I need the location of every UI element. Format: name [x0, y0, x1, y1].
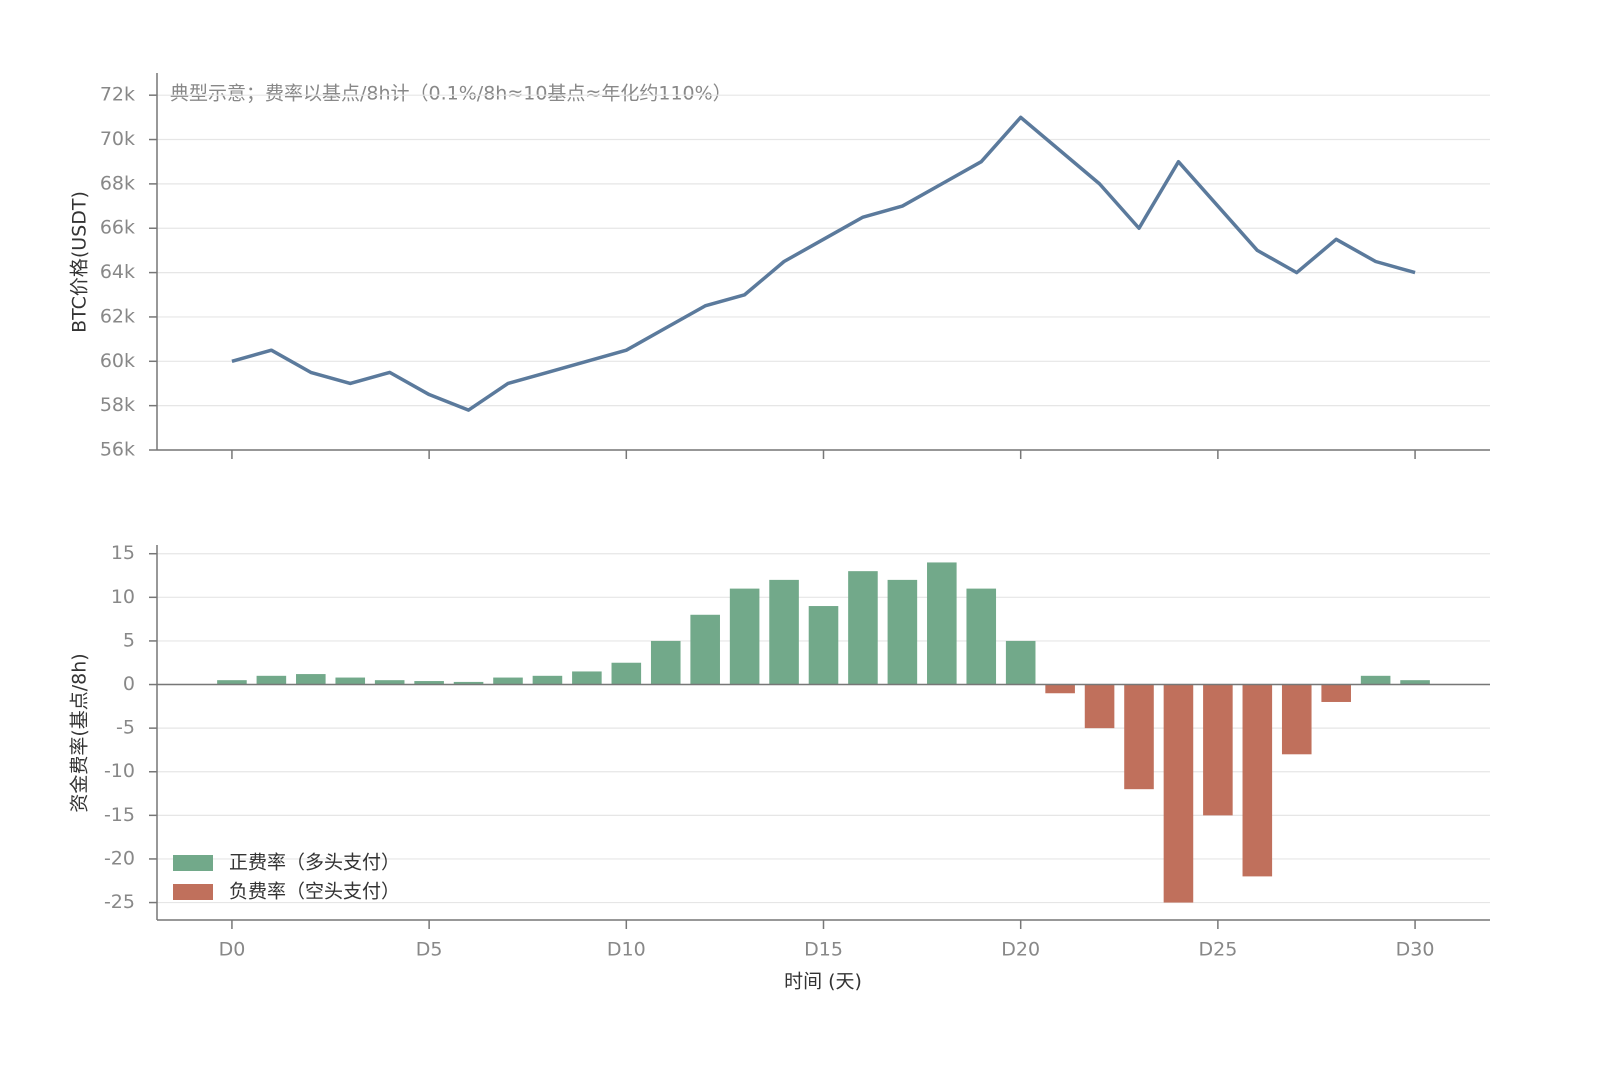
funding-bar [1281, 684, 1312, 755]
y-tick-label: 60k [100, 350, 135, 372]
funding-bar [217, 680, 247, 685]
legend-label: 正费率（多头支付） [229, 852, 400, 874]
funding-bar [1242, 684, 1273, 877]
y-tick-label: 70k [100, 128, 135, 150]
y-tick-label: -5 [116, 717, 135, 739]
funding-bar [690, 614, 720, 685]
funding-bar [1005, 640, 1036, 685]
x-tick-label: D5 [416, 939, 443, 961]
funding-bar [493, 677, 523, 685]
funding-bar [335, 677, 366, 685]
y-tick-label: 5 [123, 629, 135, 651]
y-axis-label: BTC价格(USDT) [69, 191, 91, 333]
annotation: 典型示意；费率以基点/8h计（0.1%/8h≈10基点≈年化约110%） [170, 83, 732, 105]
funding-bar [296, 674, 326, 685]
y-tick-label: 10 [111, 586, 135, 608]
funding-bar [650, 640, 681, 685]
price-line [231, 115, 1416, 412]
funding-bar [414, 681, 444, 685]
funding-bar [1163, 684, 1194, 903]
funding-bar [532, 675, 563, 685]
funding-bar [374, 680, 405, 685]
y-tick-label: 15 [111, 542, 135, 564]
funding-bar [887, 579, 918, 685]
funding-bar [1203, 684, 1233, 816]
x-tick-label: D20 [1001, 939, 1040, 961]
y-tick-label: -20 [104, 847, 135, 869]
funding-bar [1084, 684, 1115, 729]
funding-bar [1360, 675, 1391, 685]
y-axis-label: 资金费率(基点/8h) [69, 653, 91, 812]
y-tick-label: 0 [123, 673, 135, 695]
x-axis-label: 时间 (天) [784, 971, 862, 993]
legend-swatch [173, 855, 213, 871]
funding-bar [256, 675, 287, 685]
y-tick-label: 56k [100, 439, 135, 461]
y-tick-label: 72k [100, 84, 135, 106]
legend-label: 负费率（空头支付） [229, 881, 400, 903]
y-tick-label: 66k [100, 217, 135, 239]
funding-bar [453, 681, 484, 685]
funding-bar [808, 606, 839, 685]
funding-bar [1124, 684, 1154, 790]
funding-bar [1321, 684, 1351, 702]
y-tick-label: -15 [104, 804, 135, 826]
y-tick-label: 58k [100, 394, 135, 416]
legend-swatch [173, 884, 213, 900]
x-tick-label: D10 [607, 939, 646, 961]
funding-bar [1400, 680, 1430, 685]
funding-bar [927, 562, 957, 685]
funding-bar [769, 579, 799, 685]
y-tick-label: 68k [100, 172, 135, 194]
y-tick-label: -25 [104, 891, 135, 913]
funding-bar [966, 588, 997, 685]
y-tick-label: 62k [100, 305, 135, 327]
funding-bar [848, 571, 878, 685]
funding-bar [572, 671, 602, 685]
x-tick-label: D30 [1396, 939, 1435, 961]
funding-bar [729, 588, 760, 685]
x-tick-label: D25 [1198, 939, 1237, 961]
x-tick-label: D15 [804, 939, 843, 961]
y-tick-label: 64k [100, 261, 135, 283]
y-tick-label: -10 [104, 760, 135, 782]
funding-bar [611, 662, 642, 685]
funding-bar [1045, 684, 1075, 694]
x-tick-label: D0 [219, 939, 246, 961]
